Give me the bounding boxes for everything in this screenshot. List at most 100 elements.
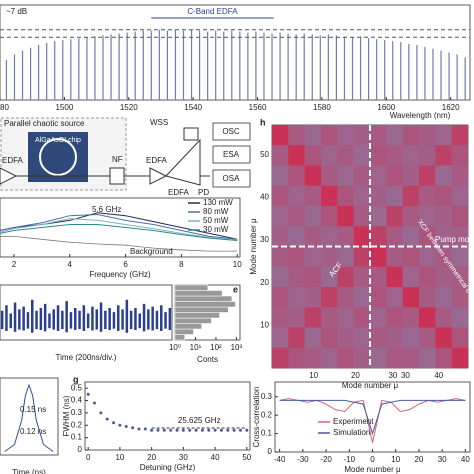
heat-cell — [304, 145, 322, 166]
heat-cell — [370, 226, 387, 247]
panel-label: g — [73, 374, 79, 384]
x-tick-label: 1600 — [377, 103, 395, 112]
heat-cell — [272, 327, 289, 349]
x-axis-label: Time (ns) — [12, 468, 46, 474]
heat-cell — [337, 145, 354, 166]
point — [169, 428, 173, 432]
label: ESA — [223, 150, 240, 159]
heat-cell — [435, 226, 452, 247]
heat-cell — [304, 307, 322, 328]
heat-cell — [451, 347, 469, 369]
heat-cell — [304, 206, 322, 227]
heat-cell — [321, 145, 338, 166]
legend-label: Experiment — [333, 417, 374, 426]
hist-bar — [174, 334, 186, 341]
point — [156, 428, 160, 432]
hist-bar — [174, 306, 229, 313]
heat-cell — [321, 246, 338, 268]
heat-cell — [353, 327, 371, 349]
point — [131, 426, 135, 430]
diagram-title: Parallel chaotic source — [4, 119, 85, 128]
heat-cell — [370, 125, 387, 146]
heat-cell — [370, 307, 387, 328]
x-tick-label: 0 — [370, 455, 375, 464]
y-tick-label: 0.3 — [261, 392, 273, 401]
heat-cell — [337, 287, 354, 308]
hist-bar — [174, 323, 202, 330]
heat-cell — [451, 226, 469, 247]
x-tick-label: 30 — [179, 453, 188, 462]
heat-cell — [321, 266, 338, 288]
heat-cell — [353, 125, 371, 146]
annotation: Pump mode — [435, 235, 474, 244]
heat-cell — [386, 307, 403, 328]
y-tick-label: 10 — [260, 320, 269, 329]
heat-cell — [288, 307, 305, 328]
point — [124, 425, 128, 429]
x-tick-label: 50 — [242, 453, 251, 462]
heat-cell — [337, 125, 354, 146]
heat-cell — [402, 246, 420, 268]
heat-cell — [435, 347, 452, 369]
point — [175, 428, 179, 432]
heat-cell — [321, 226, 338, 247]
heat-cell — [402, 347, 420, 369]
heat-cell — [321, 125, 338, 146]
wss — [165, 138, 201, 186]
edfa — [0, 167, 18, 185]
line — [0, 235, 238, 252]
x-axis-label: Conts — [197, 355, 218, 364]
heat-cell — [386, 287, 403, 308]
legend-label: Simulation — [333, 428, 370, 437]
y-tick-label: 0.2 — [261, 410, 273, 419]
heat-cell — [451, 145, 469, 166]
x-tick-label: 30 — [438, 455, 447, 464]
heat-cell — [386, 206, 403, 227]
panel-label: h — [260, 117, 266, 127]
heat-cell — [337, 347, 354, 369]
x-tick-label: 10 — [115, 453, 124, 462]
annotation: C-Band EDFA — [187, 7, 238, 16]
heat-cell — [419, 347, 436, 369]
annotation: 5.6 GHz — [92, 205, 121, 214]
heat-cell — [321, 327, 338, 349]
x-tick-label: 30 — [401, 371, 410, 380]
point — [207, 428, 211, 432]
heat-cell — [435, 185, 452, 207]
heat-cell — [288, 347, 305, 369]
heat-cell — [451, 125, 469, 146]
diagram: Parallel chaotic source AlGaAsOI chip ED… — [0, 117, 251, 197]
label: EDFA — [146, 156, 168, 165]
hist-bar — [174, 312, 220, 319]
point — [118, 423, 122, 427]
point — [150, 428, 154, 432]
heat-cell — [272, 185, 289, 207]
point — [93, 401, 97, 405]
heat-cell — [451, 185, 469, 207]
x-tick-label: 40 — [434, 371, 443, 380]
heat-cell — [370, 145, 387, 166]
heat-cell — [435, 287, 452, 308]
ring — [39, 138, 77, 176]
heat-cell — [288, 165, 305, 187]
heat-cell — [272, 347, 289, 369]
x-axis-label: Mode number μ — [344, 465, 401, 474]
edfa — [149, 167, 168, 185]
y-tick-label: 0.3 — [71, 408, 83, 417]
x-tick-label: 10³ — [231, 343, 243, 352]
x-tick-label: 4 — [68, 260, 73, 269]
plot-frame — [84, 381, 251, 451]
heat-cell — [435, 125, 452, 146]
point — [105, 417, 109, 421]
point — [86, 392, 90, 396]
legend-label: 130 mW — [203, 198, 233, 207]
heat-cell — [321, 165, 338, 187]
x-tick-label: -30 — [297, 455, 309, 464]
heat-cell — [337, 327, 354, 349]
annotation: 25.625 GHz — [178, 416, 221, 425]
y-tick-label: 0.1 — [261, 429, 273, 438]
x-tick-label: 10 — [233, 260, 242, 269]
point — [143, 427, 147, 431]
y-axis-label: FWHM (ns) — [62, 395, 71, 436]
